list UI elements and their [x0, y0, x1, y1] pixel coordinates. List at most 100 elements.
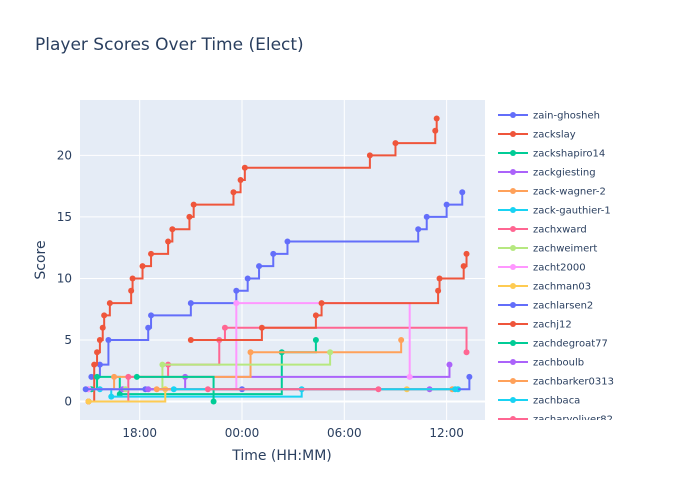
legend-label: zachbaca	[533, 396, 580, 407]
legend-marker	[510, 150, 516, 156]
y-axis-title: Score	[33, 240, 49, 279]
series-line	[136, 375, 215, 402]
legend-item[interactable]: zacharyoliver82	[498, 415, 613, 426]
legend-marker	[510, 283, 516, 289]
grid	[80, 100, 485, 420]
series-zachdegroat77	[133, 373, 217, 405]
legend-marker	[510, 188, 516, 194]
legend[interactable]: zain-ghosheh zackslay zackshapiro14 zackgie…	[498, 111, 614, 426]
legend-label: zacharyoliver82	[533, 415, 613, 426]
legend-item[interactable]: zack-gauthier-1	[498, 206, 611, 217]
data-point	[139, 263, 146, 270]
data-point	[88, 373, 95, 380]
data-point	[241, 164, 248, 171]
data-point	[463, 250, 470, 257]
data-point	[99, 324, 106, 331]
data-point	[258, 324, 265, 331]
legend-item[interactable]: zachboulb	[498, 358, 584, 369]
data-point	[210, 398, 217, 405]
chart-title: Player Scores Over Time (Elect)	[35, 35, 304, 55]
data-point	[165, 238, 172, 245]
legend-label: zachxward	[533, 225, 587, 236]
data-point	[327, 349, 334, 356]
data-point	[443, 201, 450, 208]
data-point	[108, 393, 115, 400]
data-point	[446, 361, 453, 368]
legend-item[interactable]: zachbaca	[498, 396, 580, 407]
legend-item[interactable]: zachbarker0313	[498, 377, 614, 388]
data-point	[145, 324, 152, 331]
legend-item[interactable]: zachlarsen2	[498, 301, 593, 312]
data-point	[244, 275, 251, 282]
legend-item[interactable]: zack-wagner-2	[498, 187, 606, 198]
data-point	[153, 386, 160, 393]
data-point	[96, 337, 103, 343]
data-point	[125, 373, 132, 380]
x-tick-label: 12:00	[429, 426, 464, 440]
legend-marker	[510, 131, 516, 137]
legend-label: zachbarker0313	[533, 377, 614, 388]
data-point	[318, 300, 325, 307]
legend-label: zachj12	[533, 320, 572, 331]
data-point	[270, 250, 277, 257]
data-point	[436, 275, 443, 282]
y-tick-label: 5	[64, 333, 72, 347]
legend-item[interactable]: zackshapiro14	[498, 149, 605, 160]
data-point	[433, 115, 440, 122]
data-point	[423, 213, 430, 220]
data-point	[312, 312, 319, 319]
legend-item[interactable]: zachxward	[498, 225, 587, 236]
x-tick-label: 00:00	[225, 426, 260, 440]
y-tick-label: 10	[57, 271, 72, 285]
data-point	[247, 349, 254, 356]
data-point	[105, 337, 112, 343]
data-point	[230, 189, 237, 196]
series-line	[190, 253, 468, 341]
data-point	[82, 386, 89, 393]
data-point	[237, 177, 244, 183]
data-point	[256, 263, 263, 270]
data-point	[96, 361, 103, 368]
data-point	[233, 300, 240, 307]
data-point	[91, 361, 98, 368]
legend-item[interactable]: zachman03	[498, 282, 591, 293]
legend-marker	[510, 264, 516, 270]
x-tick-label: 06:00	[327, 426, 362, 440]
data-point	[94, 373, 101, 380]
legend-item[interactable]: zachweimert	[498, 244, 597, 255]
data-point	[129, 275, 136, 282]
data-point	[221, 324, 228, 331]
data-point	[148, 312, 155, 319]
data-point	[186, 213, 193, 220]
legend-item[interactable]: zackslay	[498, 130, 576, 141]
series-zachj12	[187, 250, 470, 343]
data-point	[145, 386, 152, 393]
legend-label: zain-ghosheh	[533, 111, 600, 122]
data-point	[375, 386, 382, 393]
legend-label: zackgiesting	[533, 168, 596, 179]
data-point	[94, 349, 101, 356]
legend-item[interactable]: zachj12	[498, 320, 572, 331]
data-point	[148, 250, 155, 257]
x-tick-label: 18:00	[122, 426, 157, 440]
data-point	[101, 312, 108, 319]
legend-label: zachlarsen2	[533, 301, 593, 312]
legend-label: zack-gauthier-1	[533, 206, 611, 217]
x-axis-ticks: 18:00 00:00 06:00 12:00	[122, 426, 464, 440]
legend-item[interactable]: zackgiesting	[498, 168, 596, 179]
legend-label: zachweimert	[533, 244, 597, 255]
legend-label: zackshapiro14	[533, 149, 605, 160]
data-point	[111, 373, 118, 380]
data-point	[187, 337, 194, 343]
y-tick-label: 0	[64, 395, 72, 409]
data-point	[398, 337, 405, 343]
legend-item[interactable]: zachdegroat77	[498, 339, 608, 350]
legend-label: zacht2000	[533, 263, 586, 274]
series-zackslay	[85, 115, 440, 405]
legend-item[interactable]: zain-ghosheh	[498, 111, 600, 122]
data-point	[187, 300, 194, 307]
legend-item[interactable]: zacht2000	[498, 263, 586, 274]
legend-marker	[510, 397, 516, 403]
legend-marker	[510, 302, 516, 308]
data-point	[128, 287, 135, 294]
